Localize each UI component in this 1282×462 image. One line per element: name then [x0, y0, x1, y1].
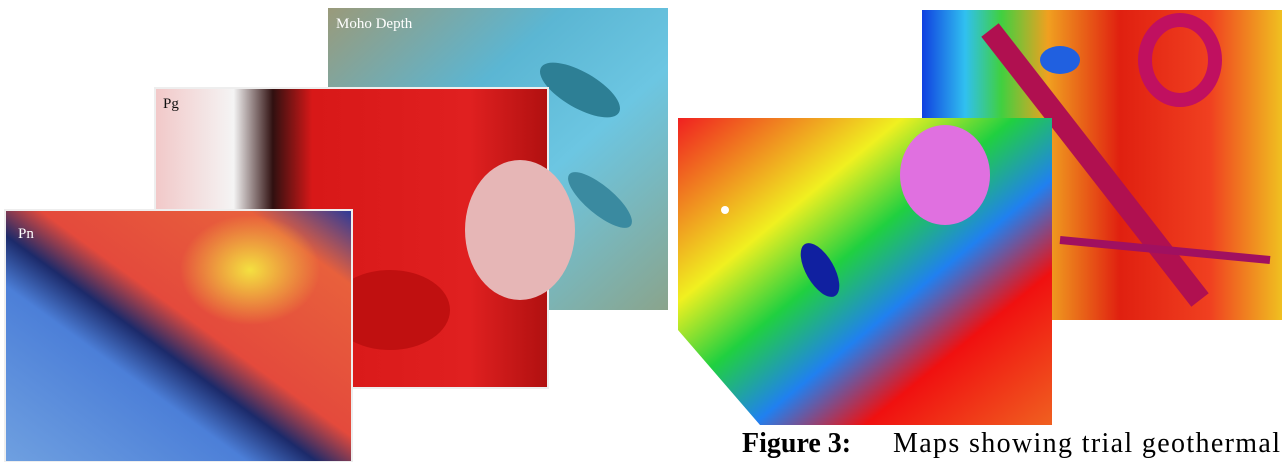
- figure: Moho Depth Pg Pn Figure 3: Maps showing …: [0, 0, 1282, 462]
- panel-label: Pg: [163, 96, 179, 112]
- panel-label: Pn: [18, 226, 34, 242]
- caption-label: Figure 3:: [742, 428, 851, 459]
- caption: Figure 3: Maps showing trial geothermal: [742, 428, 1280, 459]
- page: Moho Depth Pg Pn Figure 3: Maps showing …: [0, 0, 1282, 462]
- panel-label: Moho Depth: [336, 16, 413, 32]
- pn-map: Pn: [5, 210, 352, 462]
- caption-text: Maps showing trial geothermal: [893, 428, 1280, 459]
- geothermal-map-front: [678, 118, 1052, 425]
